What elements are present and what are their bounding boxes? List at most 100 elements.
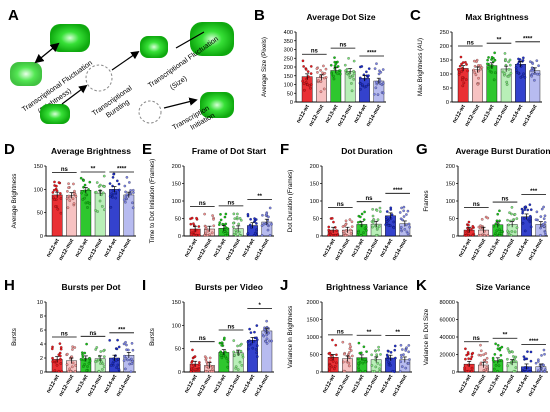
data-point: [239, 349, 243, 353]
data-point: [365, 229, 368, 232]
data-point: [87, 362, 91, 365]
data-point: [254, 218, 258, 221]
data-point: [476, 82, 480, 86]
y-tick-label: 0: [452, 370, 455, 376]
y-axis-label: Bursts: [149, 328, 156, 346]
data-point: [367, 83, 370, 87]
data-point: [508, 58, 512, 62]
data-point: [492, 224, 496, 228]
data-point: [526, 350, 529, 353]
data-point: [515, 68, 518, 72]
data-point: [83, 183, 87, 187]
data-point: [386, 355, 389, 359]
data-point: [53, 180, 56, 184]
significance-label: ns: [227, 325, 235, 331]
data-point: [321, 71, 324, 75]
data-point: [189, 369, 193, 373]
x-tick-label: nc13-wt: [350, 374, 365, 395]
data-point: [384, 216, 388, 219]
data-point: [102, 349, 105, 353]
data-point: [373, 369, 376, 373]
data-point: [385, 210, 389, 213]
empty-dot-initiation: [138, 100, 162, 124]
data-point: [123, 354, 126, 358]
data-point: [98, 199, 102, 203]
x-tick-label: nc13-wt: [350, 238, 365, 259]
data-point: [356, 357, 360, 361]
data-point: [112, 172, 115, 176]
data-point: [328, 351, 332, 355]
data-point: [376, 93, 380, 96]
data-point: [349, 345, 352, 349]
data-point: [341, 225, 345, 228]
y-axis-label: Average Size (Pixels): [261, 37, 268, 97]
y-tick-label: 2000: [307, 300, 319, 306]
data-point: [389, 206, 393, 210]
data-point: [461, 84, 465, 88]
data-point: [319, 90, 323, 93]
data-point: [328, 369, 331, 373]
y-tick-label: 6: [40, 328, 43, 334]
data-point: [528, 203, 532, 207]
data-point: [542, 225, 546, 228]
data-point: [197, 363, 201, 366]
data-point: [534, 218, 538, 222]
data-point: [542, 217, 546, 220]
data-point: [330, 72, 333, 76]
data-point: [327, 234, 330, 237]
data-point: [485, 356, 489, 360]
y-tick-label: 1500: [307, 318, 319, 324]
y-tick-label: 1000: [307, 335, 319, 341]
data-point: [349, 228, 352, 232]
data-point: [389, 364, 392, 367]
data-point: [393, 370, 396, 374]
data-point: [393, 344, 397, 348]
y-tick-label: 150: [440, 58, 449, 64]
data-point: [108, 195, 112, 198]
data-point: [204, 225, 208, 229]
data-point: [501, 70, 505, 74]
x-tick-label: nc12-wt: [46, 374, 61, 395]
data-point: [402, 205, 406, 209]
data-point: [309, 86, 312, 90]
data-point: [330, 234, 334, 237]
data-point: [399, 227, 403, 231]
data-point: [406, 209, 410, 213]
data-point: [73, 369, 77, 373]
data-point: [96, 210, 99, 213]
data-point: [506, 218, 509, 222]
data-point: [55, 363, 59, 367]
data-point: [334, 343, 338, 347]
significance-label: ns: [311, 49, 319, 55]
data-point: [400, 206, 403, 210]
y-tick-label: 150: [284, 74, 293, 80]
data-point: [530, 74, 533, 78]
data-point: [103, 208, 106, 212]
data-point: [460, 62, 463, 66]
data-point: [270, 222, 273, 226]
data-point: [328, 367, 331, 371]
data-point: [408, 225, 411, 229]
data-point: [57, 369, 61, 373]
data-point: [73, 346, 77, 349]
data-point: [192, 369, 196, 373]
bar-nc13-mut: [94, 192, 106, 237]
data-point: [399, 360, 403, 364]
y-tick-label: 0: [40, 370, 43, 376]
data-point: [467, 369, 470, 373]
data-point: [494, 232, 497, 235]
data-point: [265, 212, 268, 216]
data-point: [54, 205, 57, 208]
data-point: [97, 358, 100, 362]
data-point: [306, 70, 310, 73]
data-point: [117, 182, 121, 186]
data-point: [496, 369, 499, 373]
data-point: [306, 83, 309, 87]
data-point: [350, 89, 354, 93]
data-point: [203, 234, 206, 237]
data-point: [510, 212, 513, 216]
data-point: [464, 78, 468, 81]
chart-title: Average Brightness: [51, 146, 131, 156]
data-point: [241, 353, 245, 357]
